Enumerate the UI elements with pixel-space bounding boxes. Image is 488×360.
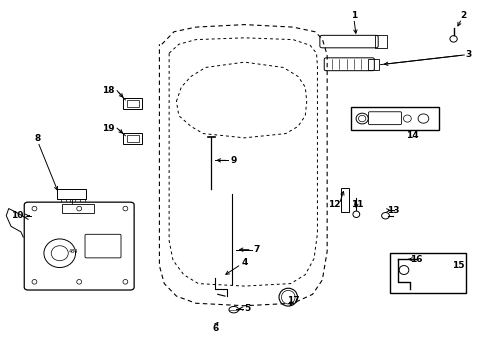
Bar	[57, 189, 86, 199]
Bar	[351, 107, 438, 130]
Text: 4: 4	[241, 258, 247, 267]
Text: 6: 6	[212, 324, 218, 333]
Bar	[374, 35, 386, 48]
Text: 9: 9	[230, 156, 236, 165]
Text: 16: 16	[409, 255, 422, 264]
Text: 7: 7	[253, 245, 259, 254]
Text: 12: 12	[327, 200, 340, 209]
Text: 10: 10	[11, 211, 23, 220]
Text: 1: 1	[350, 11, 356, 20]
Text: 14: 14	[405, 131, 418, 140]
Bar	[122, 98, 142, 109]
Text: 2: 2	[459, 11, 466, 20]
Text: 8: 8	[35, 134, 41, 143]
Bar	[389, 253, 465, 293]
Bar	[62, 204, 94, 213]
Text: 17: 17	[286, 296, 299, 305]
Text: 18: 18	[102, 86, 114, 95]
Bar	[368, 59, 378, 70]
Bar	[126, 100, 138, 108]
Text: 15: 15	[451, 261, 464, 270]
Text: 5: 5	[244, 304, 249, 313]
Text: 13: 13	[386, 206, 398, 215]
Text: 11: 11	[350, 200, 363, 209]
Text: 3: 3	[464, 50, 470, 59]
Bar	[122, 133, 142, 144]
Text: 484: 484	[68, 249, 78, 254]
Bar	[340, 188, 348, 212]
Bar	[126, 135, 138, 143]
Text: 19: 19	[102, 124, 114, 133]
